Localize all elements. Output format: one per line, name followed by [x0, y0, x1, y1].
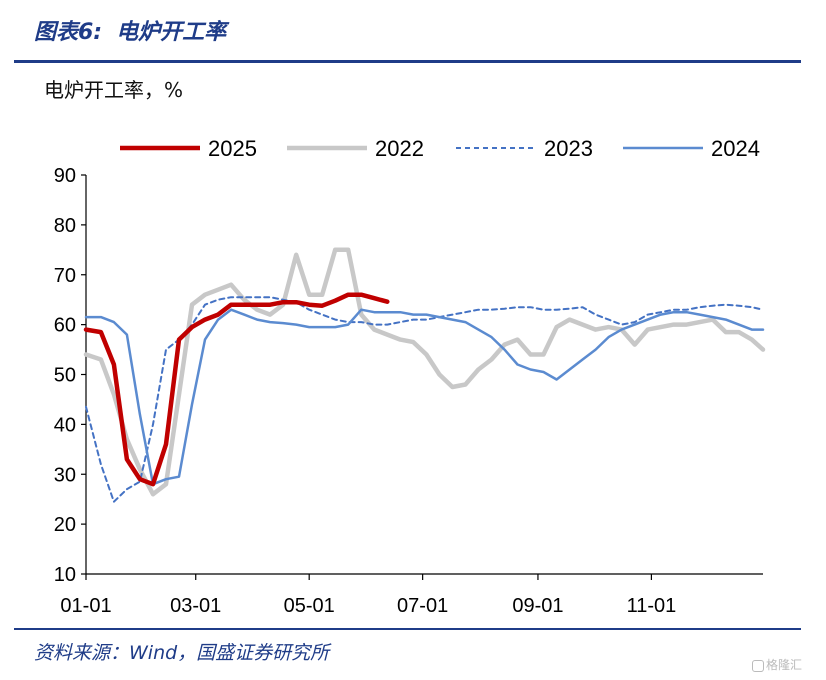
series-layer	[86, 250, 763, 502]
y-tick-label: 90	[54, 165, 76, 187]
y-tick-label: 30	[54, 464, 76, 486]
y-tick-label: 50	[54, 365, 76, 387]
series-line-2022	[86, 250, 763, 494]
legend-label-2022: 2022	[375, 136, 424, 161]
x-tick-label: 03-01	[170, 595, 221, 617]
y-tick-label: 80	[54, 215, 76, 237]
line-chart: 10 20 30 40 50 60 70 80 90 01-01 03-01 05-01 07-01 09…	[0, 0, 826, 628]
y-tick-label: 20	[54, 514, 76, 536]
y-tick-label: 70	[54, 265, 76, 287]
x-tick-label: 05-01	[284, 595, 335, 617]
x-tick-label: 07-01	[397, 595, 448, 617]
y-tick-label: 40	[54, 414, 76, 436]
x-tick-label: 01-01	[60, 595, 111, 617]
watermark: 格隆汇	[752, 656, 802, 673]
legend: 2025 2022 2023 2024	[120, 136, 760, 161]
series-line-2025	[86, 295, 387, 485]
y-tick-label: 10	[54, 564, 76, 586]
footer-rule	[14, 628, 801, 630]
x-tick-label: 11-01	[627, 595, 677, 617]
axes-layer: 10 20 30 40 50 60 70 80 90 01-01 03-01 05-01 07-01 09…	[54, 165, 763, 617]
legend-label-2024: 2024	[711, 136, 760, 161]
watermark-icon	[752, 660, 764, 672]
legend-label-2023: 2023	[544, 136, 593, 161]
y-tick-label: 60	[54, 315, 76, 337]
watermark-text: 格隆汇	[766, 658, 802, 672]
x-tick-label: 09-01	[512, 595, 563, 617]
source-note: 资料来源：Wind，国盛证券研究所	[34, 638, 329, 665]
legend-label-2025: 2025	[208, 136, 257, 161]
